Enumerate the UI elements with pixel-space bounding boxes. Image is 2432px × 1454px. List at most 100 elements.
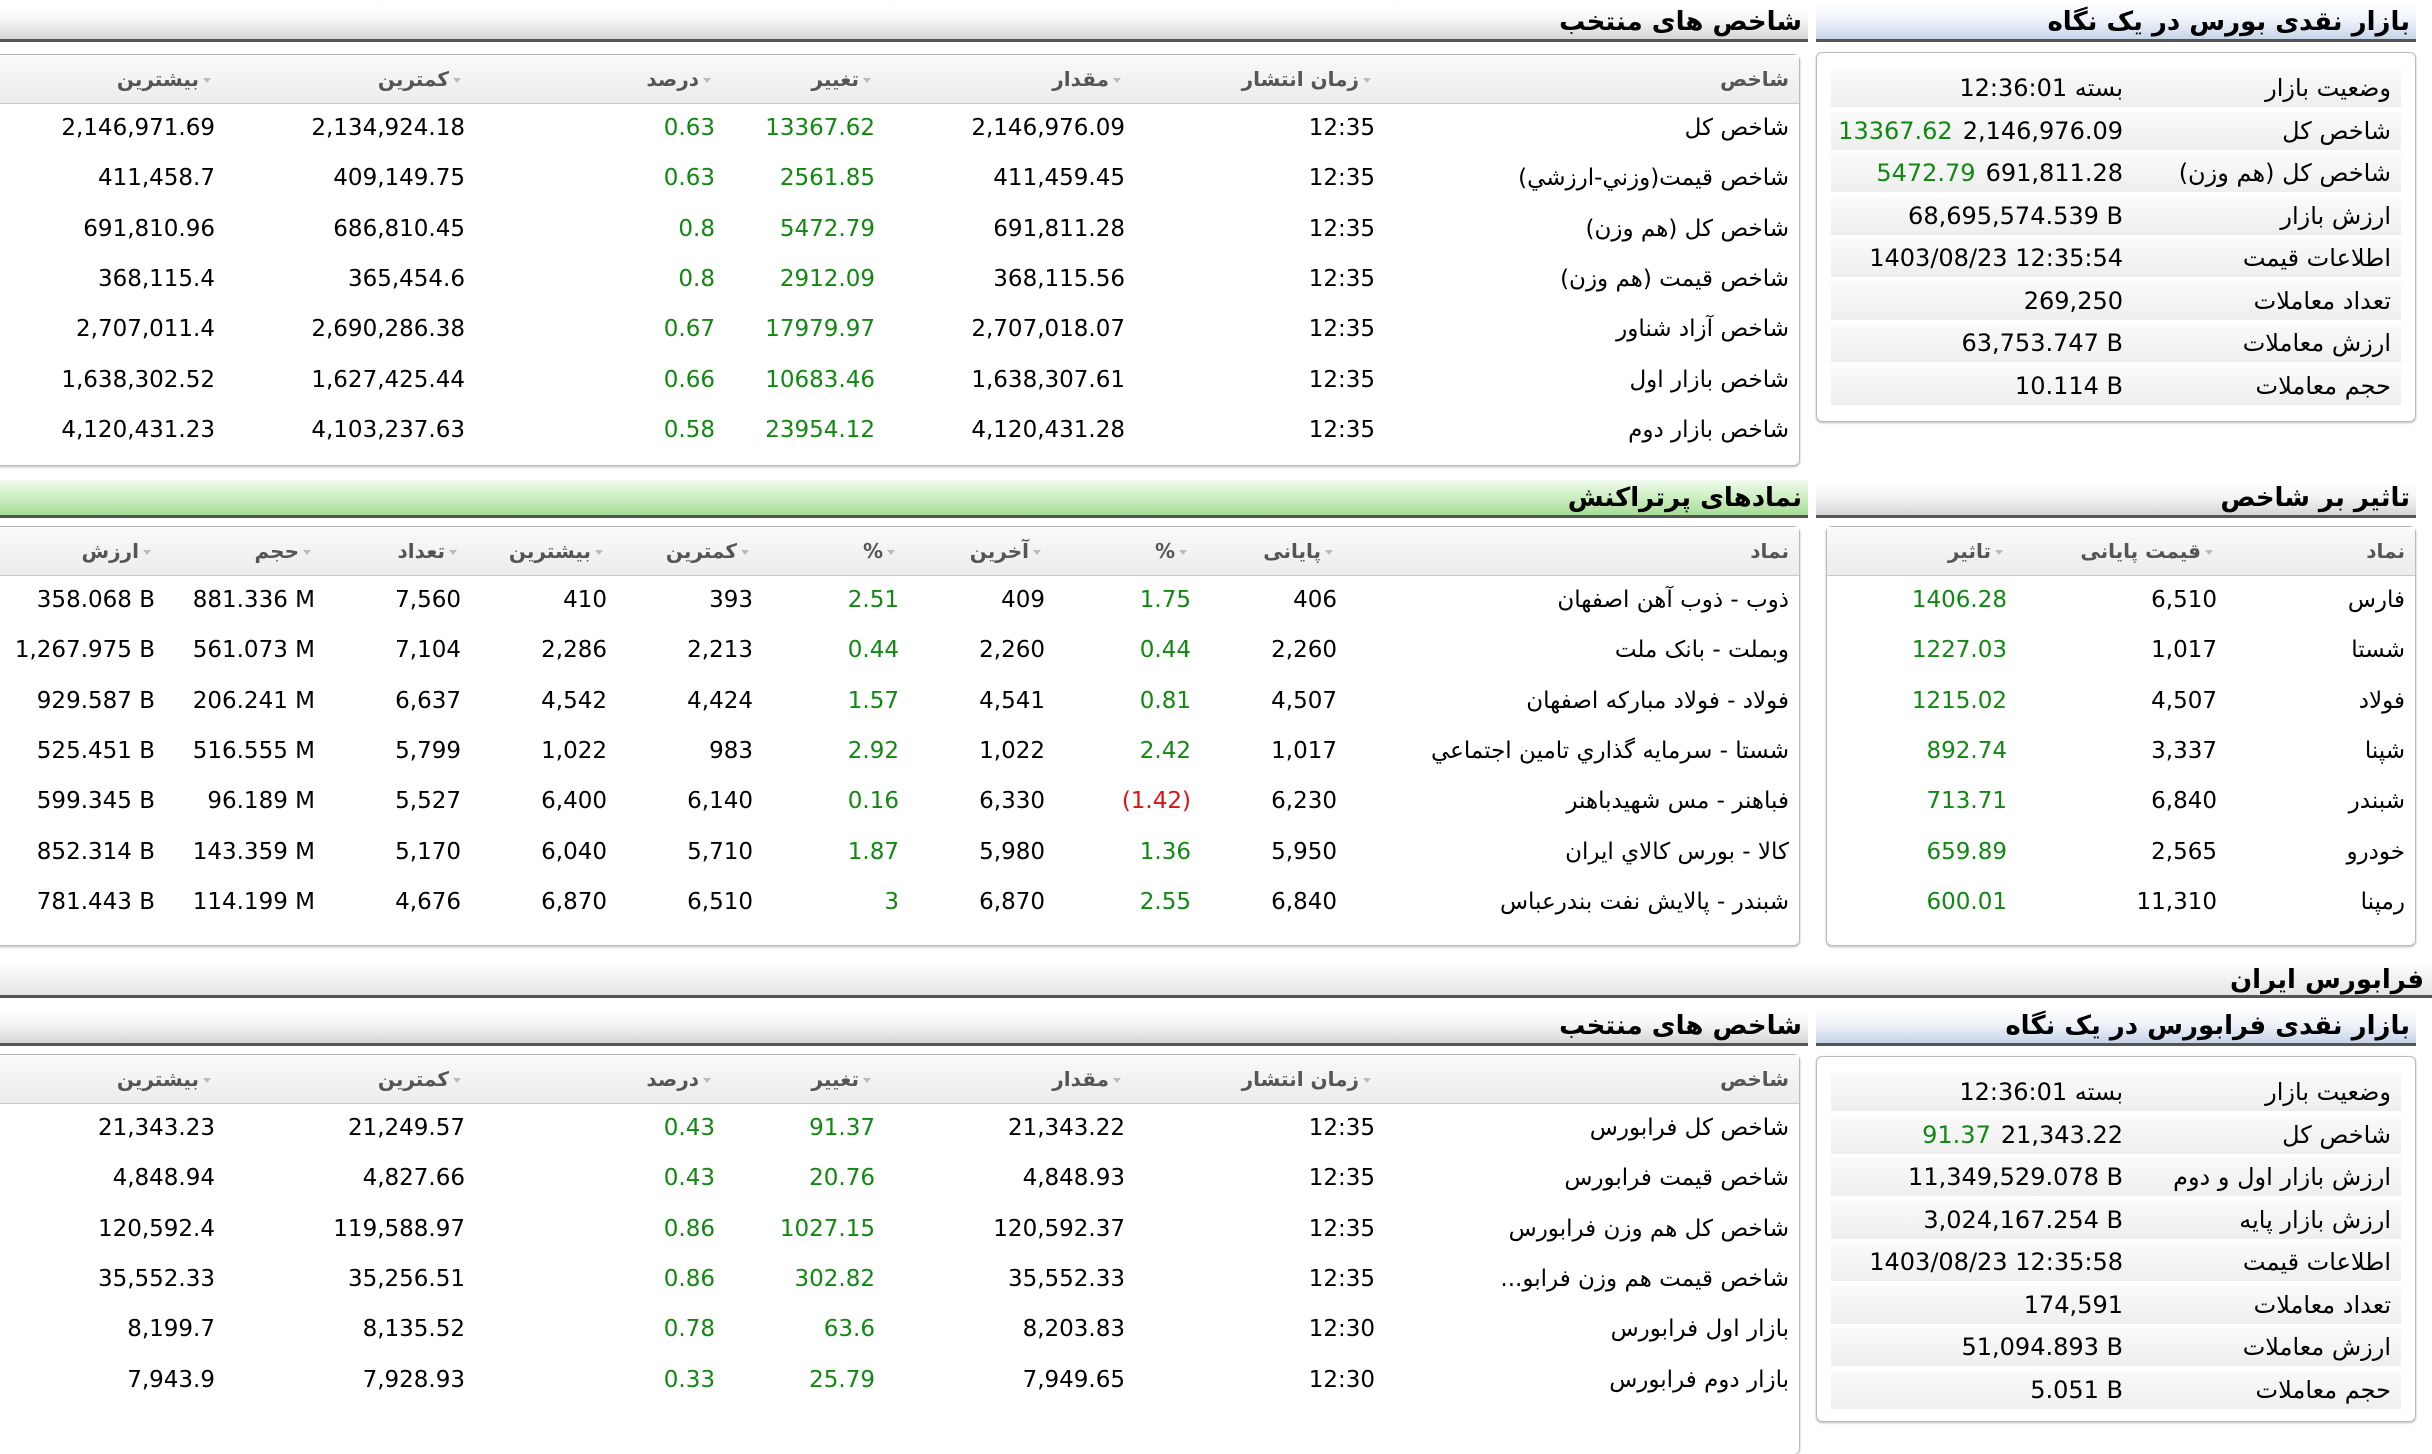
row-name-cell[interactable]: فولاد - فولاد مبارکه اصفهان — [1526, 687, 1789, 714]
row-name-cell[interactable]: ذوب - ذوب آهن اصفهان — [1557, 587, 1789, 614]
column-header[interactable]: نماد — [1347, 527, 1799, 576]
glance-label: ارزش معاملات — [2242, 329, 2391, 357]
column-header[interactable]: تعداد — [325, 527, 471, 576]
table-cell: 411,458.7 — [97, 165, 215, 192]
table-row[interactable]: 525.451 B 516.555 M 5,799 1,022 983 2.92 1,022… — [0, 726, 1799, 776]
row-name-cell[interactable]: شاخص قیمت(وزني-ارزشي) — [1518, 165, 1789, 192]
table-row[interactable]: 8,199.7 8,135.52 0.78 63.6 8,203.83 12:30 بازا… — [0, 1304, 1799, 1354]
sort-arrow-icon — [1995, 549, 2003, 555]
row-name-cell[interactable]: شستا — [2351, 637, 2405, 664]
sort-arrow-icon — [1325, 549, 1333, 555]
row-name-cell[interactable]: فارس — [2347, 587, 2405, 614]
table-row[interactable]: 21,343.23 21,249.57 0.43 91.37 21,343.22 12:3… — [0, 1103, 1799, 1153]
column-header[interactable]: بیشترین — [0, 1055, 225, 1104]
column-header[interactable]: کمترین — [225, 1055, 475, 1104]
table-row[interactable]: 1215.02 4,507 فولاد — [1827, 676, 2415, 726]
table-row[interactable]: 600.01 11,310 رمپنا — [1827, 877, 2415, 927]
column-header[interactable]: % — [763, 527, 909, 576]
row-name-cell[interactable]: کالا - بورس کالاي ايران — [1565, 838, 1789, 865]
table-row[interactable]: 120,592.4 119,588.97 0.86 1027.15 120,592.37… — [0, 1204, 1799, 1254]
row-name-cell[interactable]: فولاد — [2358, 687, 2405, 714]
glance-value: 11,349,529.078 B — [1908, 1163, 2123, 1191]
column-header[interactable]: زمان انتشار — [1135, 55, 1385, 104]
row-name-cell[interactable]: شاخص آزاد شناور — [1616, 316, 1789, 343]
row-name-cell[interactable]: شاخص قیمت فرابورس — [1564, 1165, 1789, 1192]
table-row[interactable]: 1,267.975 B 561.073 M 7,104 2,286 2,213 0.44 2… — [0, 625, 1799, 675]
table-row[interactable]: 35,552.33 35,256.51 0.86 302.82 35,552.33 12:… — [0, 1254, 1799, 1304]
table-cell: 525.451 B — [36, 738, 155, 765]
column-header[interactable]: تغییر — [725, 55, 885, 104]
column-header[interactable]: تاثیر — [1827, 527, 2017, 576]
row-name-cell[interactable]: شاخص قیمت (هم وزن) — [1560, 266, 1789, 293]
column-header[interactable]: کمترین — [225, 55, 475, 104]
table-row[interactable]: 852.314 B 143.359 M 5,170 6,040 5,710 1.87 5,9… — [0, 826, 1799, 876]
row-name-cell[interactable]: شاخص کل هم وزن فرابورس — [1508, 1215, 1789, 1242]
table-cell: 368,115.4 — [97, 266, 215, 293]
column-header[interactable]: مقدار — [885, 1055, 1135, 1104]
row-name-cell[interactable]: شبندر — [2348, 788, 2405, 815]
row-name-cell[interactable]: شستا - سرمايه گذاري تامين اجتماعي — [1430, 738, 1789, 765]
column-header[interactable]: شاخص — [1385, 55, 1799, 104]
glance-value: بسته 12:36:01 — [1959, 74, 2123, 102]
row-name-cell[interactable]: شاخص قیمت هم وزن فرابو... — [1500, 1266, 1789, 1293]
glance-label: شاخص کل — [2282, 116, 2391, 145]
table-row[interactable]: 599.345 B 96.189 M 5,527 6,400 6,140 0.16 6,33… — [0, 776, 1799, 826]
row-name-cell[interactable]: خودرو — [2346, 838, 2405, 865]
column-header[interactable]: زمان انتشار — [1135, 1055, 1385, 1104]
row-name-cell[interactable]: بازار اول فرابورس — [1610, 1316, 1789, 1343]
row-name-cell[interactable]: شاخص بازار اول — [1629, 366, 1789, 393]
column-header[interactable]: مقدار — [885, 55, 1135, 104]
table-row[interactable]: 1406.28 6,510 فارس — [1827, 575, 2415, 625]
column-header-label: ارزش — [81, 538, 139, 563]
glance-row: وضعیت بازار بسته 12:36:01 — [1831, 69, 2401, 107]
row-name-cell[interactable]: بازار دوم فرابورس — [1609, 1366, 1789, 1393]
column-header[interactable]: % — [1055, 527, 1201, 576]
table-cell: 406 — [1293, 587, 1337, 614]
column-header[interactable]: درصد — [475, 1055, 725, 1104]
column-header-label: قیمت پایانی — [2080, 538, 2201, 563]
table-row[interactable]: 4,848.94 4,827.66 0.43 20.76 4,848.93 12:35 شا… — [0, 1153, 1799, 1203]
column-header-label: مقدار — [1052, 66, 1109, 91]
column-header[interactable]: کمترین — [617, 527, 763, 576]
table-row[interactable]: 411,458.7 409,149.75 0.63 2561.85 411,459.45… — [0, 153, 1799, 203]
table-row[interactable]: 2,146,971.69 2,134,924.18 0.63 13367.62 2,14… — [0, 103, 1799, 153]
table-row[interactable]: 4,120,431.23 4,103,237.63 0.58 23954.12 4,12… — [0, 405, 1799, 455]
column-header[interactable]: بیشترین — [471, 527, 617, 576]
glance-row: تعداد معاملات 269,250 — [1831, 281, 2401, 320]
column-header[interactable]: حجم — [165, 527, 325, 576]
row-name-cell[interactable]: رمپنا — [2360, 888, 2405, 915]
row-name-cell[interactable]: وبملت - بانک ملت — [1614, 637, 1789, 664]
table-row[interactable]: 781.443 B 114.199 M 4,676 6,870 6,510 3 6,870 2… — [0, 877, 1799, 927]
row-name-cell[interactable]: فباهنر - مس شهیدباهنر — [1566, 788, 1789, 815]
bourse-impact-table: تاثیر قیمت پایانی نماد 1406.28 6,510 فارس 122… — [1827, 527, 2415, 927]
row-name-cell[interactable]: شبندر - پالايش نفت بندرعباس — [1499, 888, 1789, 915]
table-row[interactable]: 892.74 3,337 شپنا — [1827, 726, 2415, 776]
table-row[interactable]: 1227.03 1,017 شستا — [1827, 625, 2415, 675]
table-row[interactable]: 1,638,302.52 1,627,425.44 0.66 10683.46 1,63… — [0, 354, 1799, 404]
column-header[interactable]: پایانی — [1201, 527, 1347, 576]
column-header[interactable]: نماد — [2227, 527, 2415, 576]
table-row[interactable]: 659.89 2,565 خودرو — [1827, 826, 2415, 876]
table-row[interactable]: 7,943.9 7,928.93 0.33 25.79 7,949.65 12:30 باز… — [0, 1354, 1799, 1404]
table-row[interactable]: 2,707,011.4 2,690,286.38 0.67 17979.97 2,707… — [0, 304, 1799, 354]
row-name-cell[interactable]: شپنا — [2364, 738, 2405, 765]
column-header[interactable]: تغییر — [725, 1055, 885, 1104]
row-name-cell[interactable]: شاخص کل (هم وزن) — [1585, 215, 1789, 242]
column-header[interactable]: قیمت پایانی — [2017, 527, 2227, 576]
column-header[interactable]: بیشترین — [0, 55, 225, 104]
glance-value: 51,094.893 B — [1961, 1333, 2123, 1361]
column-header[interactable]: ارزش — [0, 527, 165, 576]
table-row[interactable]: 713.71 6,840 شبندر — [1827, 776, 2415, 826]
column-header[interactable]: آخرین — [909, 527, 1055, 576]
table-row[interactable]: 929.587 B 206.241 M 6,637 4,542 4,424 1.57 4,5… — [0, 676, 1799, 726]
row-name-cell[interactable]: شاخص کل فرابورس — [1589, 1115, 1789, 1142]
column-header[interactable]: درصد — [475, 55, 725, 104]
table-row[interactable]: 691,810.96 686,810.45 0.8 5472.79 691,811.28… — [0, 204, 1799, 254]
glance-label: ارزش معاملات — [2242, 1333, 2391, 1361]
column-header-label: بیشترین — [508, 538, 591, 563]
row-name-cell[interactable]: شاخص بازار دوم — [1628, 416, 1789, 443]
column-header[interactable]: شاخص — [1385, 1055, 1799, 1104]
row-name-cell[interactable]: شاخص کل — [1684, 115, 1789, 142]
table-row[interactable]: 368,115.4 365,454.6 0.8 2912.09 368,115.56 12… — [0, 254, 1799, 304]
table-row[interactable]: 358.068 B 881.336 M 7,560 410 393 2.51 409 1.75… — [0, 575, 1799, 625]
